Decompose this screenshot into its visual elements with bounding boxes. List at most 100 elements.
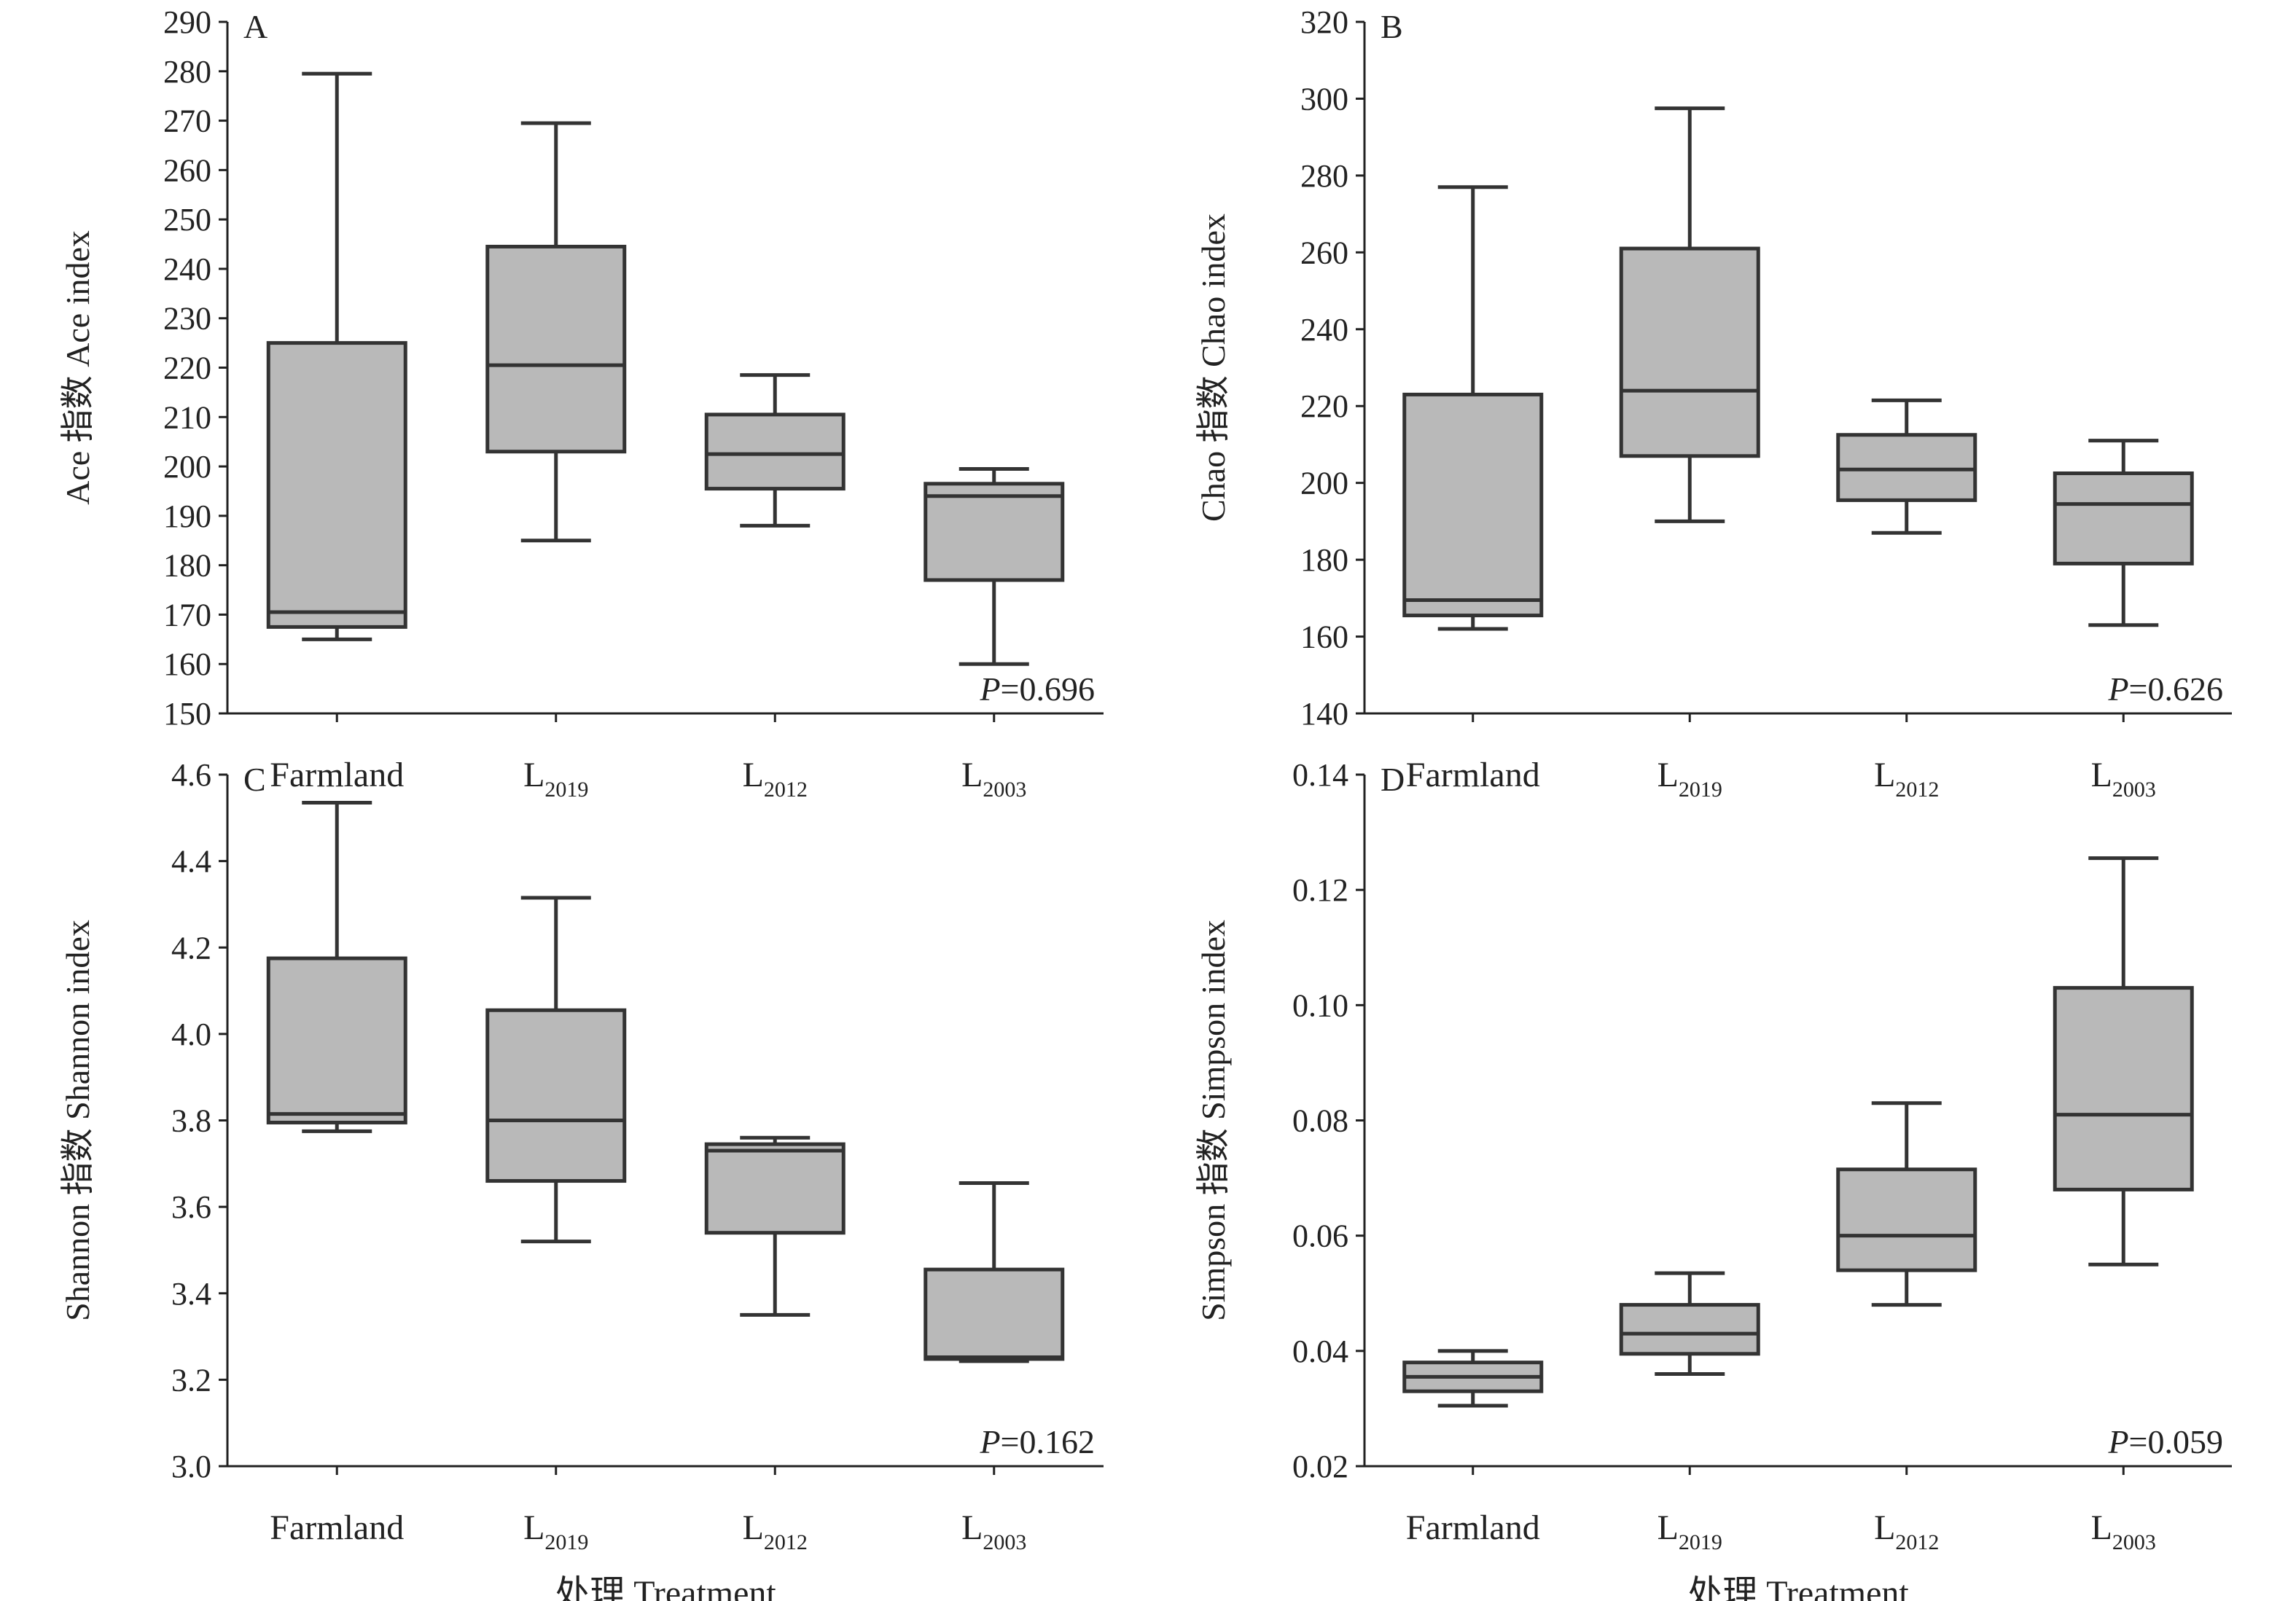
y-tick-label: 300 bbox=[1300, 81, 1348, 117]
panel-letter: D bbox=[1381, 761, 1405, 798]
box-4 bbox=[2053, 439, 2194, 627]
box-3 bbox=[704, 373, 846, 528]
iqr-box bbox=[1836, 433, 1977, 502]
y-tick-label: 180 bbox=[1300, 542, 1348, 578]
panel-b: 140 160 180 200 220 240 260 280 300 320 Farmland L2… bbox=[1195, 4, 2232, 802]
y-tick-label: 170 bbox=[163, 597, 211, 633]
y-tick-label: 260 bbox=[163, 152, 211, 188]
panel-letter: C bbox=[243, 761, 266, 798]
y-tick-label: 200 bbox=[163, 449, 211, 485]
box-3 bbox=[704, 1135, 846, 1317]
box-1 bbox=[1402, 185, 1544, 631]
x-tick-label: Farmland bbox=[1406, 1508, 1540, 1547]
y-tick-label: 150 bbox=[163, 696, 211, 732]
y-tick-label: 250 bbox=[163, 202, 211, 238]
y-tick-label: 220 bbox=[163, 351, 211, 386]
x-tick-label: L2012 bbox=[743, 756, 808, 802]
y-tick-label: 3.0 bbox=[171, 1449, 211, 1484]
y-tick-label: 220 bbox=[1300, 388, 1348, 424]
x-tick-label: Farmland bbox=[270, 1508, 404, 1547]
x-tick-label: L2019 bbox=[523, 756, 588, 802]
y-tick-label: 4.6 bbox=[171, 757, 211, 793]
box-4 bbox=[924, 1181, 1065, 1363]
p-value-label: P=0.162 bbox=[979, 1423, 1095, 1460]
y-tick-label: 4.2 bbox=[171, 930, 211, 966]
y-axis-label: Ace 指数 Ace index bbox=[59, 230, 96, 505]
y-tick-label: 290 bbox=[163, 4, 211, 40]
x-tick-label: L2012 bbox=[743, 1508, 808, 1554]
y-tick-label: 230 bbox=[163, 301, 211, 337]
iqr-box bbox=[485, 1008, 627, 1183]
y-tick-label: 140 bbox=[1300, 696, 1348, 732]
x-axis-label: 处理 Treatment bbox=[555, 1574, 776, 1601]
y-tick-label: 160 bbox=[1300, 619, 1348, 655]
y-axis-label: Shannon 指数 Shannon index bbox=[59, 920, 96, 1321]
y-tick-label: 4.0 bbox=[171, 1017, 211, 1052]
x-tick-label: L2019 bbox=[523, 1508, 588, 1554]
y-tick-label: 200 bbox=[1300, 466, 1348, 501]
box-1 bbox=[1402, 1349, 1544, 1408]
x-tick-label: L2019 bbox=[1657, 756, 1722, 802]
x-tick-label: L2019 bbox=[1657, 1508, 1722, 1554]
box-4 bbox=[2053, 856, 2194, 1267]
iqr-box bbox=[1402, 392, 1544, 618]
iqr-box bbox=[485, 244, 627, 454]
x-tick-label: L2003 bbox=[2091, 756, 2156, 802]
panel-d: 0.02 0.04 0.06 0.08 0.10 0.12 0.14 Farmland L201… bbox=[1195, 757, 2232, 1601]
box-1 bbox=[266, 801, 407, 1133]
x-tick-label: L2003 bbox=[961, 756, 1026, 802]
y-tick-label: 3.8 bbox=[171, 1103, 211, 1139]
y-tick-label: 3.4 bbox=[171, 1276, 211, 1312]
x-tick-label: L2012 bbox=[1874, 1508, 1939, 1554]
y-tick-label: 180 bbox=[163, 548, 211, 584]
y-tick-label: 240 bbox=[1300, 312, 1348, 348]
y-tick-label: 0.02 bbox=[1292, 1449, 1348, 1484]
y-tick-label: 260 bbox=[1300, 235, 1348, 270]
box-4 bbox=[924, 466, 1065, 666]
y-tick-label: 0.14 bbox=[1292, 757, 1348, 793]
iqr-box bbox=[1619, 1303, 1760, 1356]
panel-a: 150 160 170 180 190 200 210 220 230 240 250 260 270 2… bbox=[59, 4, 1104, 802]
x-tick-label: Farmland bbox=[1406, 756, 1540, 794]
iqr-box bbox=[266, 956, 407, 1124]
iqr-box bbox=[704, 412, 846, 491]
box-2 bbox=[485, 121, 627, 543]
iqr-box bbox=[924, 1267, 1065, 1361]
box-3 bbox=[1836, 398, 1977, 535]
panel-letter: B bbox=[1381, 8, 1403, 45]
p-value-label: P=0.696 bbox=[979, 670, 1095, 708]
iqr-box bbox=[2053, 986, 2194, 1191]
box-3 bbox=[1836, 1101, 1977, 1307]
p-value-label: P=0.626 bbox=[2107, 670, 2223, 708]
y-tick-label: 210 bbox=[163, 399, 211, 435]
x-tick-label: Farmland bbox=[270, 756, 404, 794]
iqr-box bbox=[1619, 246, 1760, 458]
box-2 bbox=[1619, 1271, 1760, 1376]
y-tick-label: 0.08 bbox=[1292, 1103, 1348, 1139]
y-tick-label: 190 bbox=[163, 498, 211, 534]
panel-c: 3.0 3.2 3.4 3.6 3.8 4.0 4.2 4.4 4.6 Farmland L2019… bbox=[59, 757, 1104, 1601]
y-tick-label: 0.04 bbox=[1292, 1334, 1348, 1369]
x-tick-label: L2003 bbox=[2091, 1508, 2156, 1554]
x-axis-label: 处理 Treatment bbox=[1687, 1574, 1909, 1601]
box-2 bbox=[1619, 106, 1760, 523]
p-value-label: P=0.059 bbox=[2107, 1423, 2223, 1460]
iqr-box bbox=[704, 1142, 846, 1235]
y-axis-label: Chao 指数 Chao index bbox=[1195, 214, 1232, 522]
y-tick-label: 320 bbox=[1300, 4, 1348, 40]
box-2 bbox=[485, 896, 627, 1244]
iqr-box bbox=[1836, 1167, 1977, 1272]
y-tick-label: 280 bbox=[163, 54, 211, 90]
y-tick-label: 3.6 bbox=[171, 1189, 211, 1225]
iqr-box bbox=[266, 341, 407, 629]
y-tick-label: 0.06 bbox=[1292, 1218, 1348, 1254]
y-tick-label: 3.2 bbox=[171, 1362, 211, 1398]
y-tick-label: 0.10 bbox=[1292, 987, 1348, 1023]
y-tick-label: 4.4 bbox=[171, 844, 211, 880]
y-tick-label: 270 bbox=[163, 103, 211, 139]
y-axis-label: Simpson 指数 Simpson index bbox=[1195, 920, 1232, 1321]
x-tick-label: L2003 bbox=[961, 1508, 1026, 1554]
y-tick-label: 280 bbox=[1300, 158, 1348, 194]
x-tick-label: L2012 bbox=[1874, 756, 1939, 802]
iqr-box bbox=[924, 482, 1065, 582]
